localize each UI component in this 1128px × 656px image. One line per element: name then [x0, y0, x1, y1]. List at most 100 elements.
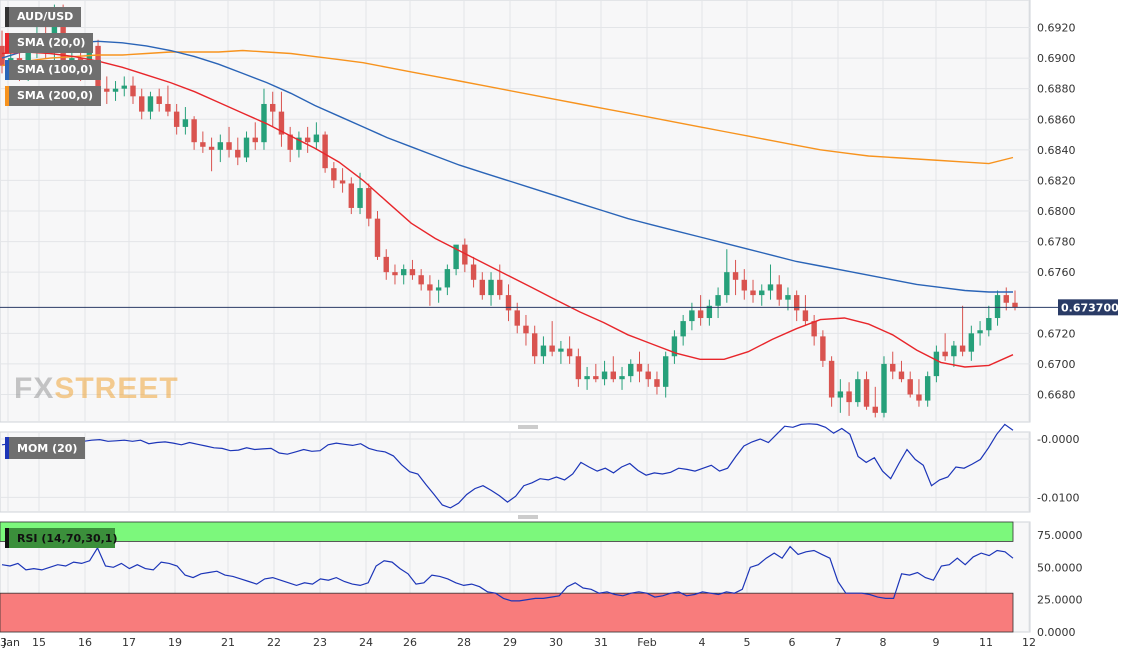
candle-body [51, 12, 58, 51]
x-tick-label: 22 [267, 636, 281, 649]
y-tick-label: 0.6920 [1037, 22, 1076, 35]
candle-body [462, 244, 468, 265]
candle-body [741, 279, 747, 291]
candle-body [593, 376, 599, 380]
candle-body [994, 295, 1001, 319]
y-tick-label: 75.0000 [1037, 529, 1083, 542]
y-tick-label: 50.0000 [1037, 561, 1083, 574]
x-tick-label: Jan [2, 636, 20, 649]
x-tick-label: Feb [637, 636, 656, 649]
x-tick-label: 7 [835, 636, 842, 649]
candle-body [724, 272, 730, 296]
candle-body [732, 272, 739, 280]
x-tick-label: 5 [744, 636, 751, 649]
y-tick-label: 0.6700 [1037, 358, 1076, 371]
x-tick-label: 23 [313, 636, 327, 649]
y-tick-label: 0.6680 [1037, 388, 1076, 401]
x-tick-label: 21 [221, 636, 235, 649]
candle-body [855, 379, 861, 403]
candle-body [890, 363, 896, 372]
candle-body [636, 363, 643, 372]
candle-body [697, 310, 704, 319]
candle-body [645, 371, 651, 380]
candle-body [986, 318, 992, 331]
y-tick-label: -0.0000 [1037, 433, 1079, 446]
candle-body [173, 111, 180, 127]
current-price-label: 0.673700 [1061, 301, 1119, 314]
current-price-tag [1058, 299, 1118, 316]
candle-body [863, 379, 870, 407]
candle-body [25, 42, 31, 74]
x-tick-label: 8 [880, 636, 887, 649]
candle-body [689, 310, 695, 322]
candle-body [767, 284, 774, 291]
candle-body [497, 279, 503, 296]
x-tick-label: 29 [503, 636, 517, 649]
candle-body [112, 88, 119, 92]
x-tick-label: 16 [78, 636, 92, 649]
y-tick-label: 0.6900 [1037, 52, 1076, 65]
candle-body [680, 321, 686, 337]
candle-body [505, 295, 512, 311]
x-tick-label: 17 [122, 636, 136, 649]
candle-body [785, 295, 791, 300]
candle-body [820, 336, 826, 361]
candle-body [706, 305, 713, 319]
y-tick-label: 0.6780 [1037, 236, 1076, 249]
candle-body [776, 284, 782, 300]
candle-body [339, 180, 346, 184]
y-tick-label: 0.6840 [1037, 144, 1076, 157]
candle-body [811, 321, 817, 337]
x-tick-label: 4 [699, 636, 706, 649]
watermark-street: STREET [54, 372, 179, 405]
candle-body [374, 218, 381, 257]
legend-sma200: SMA (200,0) [5, 86, 102, 106]
x-tick-label: 11 [979, 636, 993, 649]
candle-body [872, 406, 878, 413]
rsi-title-bg [5, 528, 115, 548]
candle-body [427, 284, 433, 291]
momentum-title: MOM (20) [17, 442, 77, 455]
candle-body [531, 333, 538, 357]
sma200-line [1, 49, 1014, 165]
candle-body [304, 137, 311, 143]
sma20-line [1, 51, 1014, 368]
y-tick-label: 0.6860 [1037, 113, 1076, 126]
watermark: FXSTREET [14, 372, 179, 406]
y-tick-label: 0.6760 [1037, 266, 1076, 279]
x-tick-label: 9 [933, 636, 940, 649]
candle-body [400, 269, 407, 276]
overbought-zone [0, 521, 1014, 542]
candle-body [235, 149, 241, 158]
y-tick-label: -0.0100 [1037, 491, 1079, 504]
candle-body [156, 96, 162, 104]
legend-sma100: SMA (100,0) [5, 60, 102, 80]
x-tick-label: 19 [168, 636, 182, 649]
candle-body [217, 142, 224, 150]
candle-body [252, 137, 258, 143]
x-tick-label: 31 [594, 636, 608, 649]
candle-body [366, 188, 372, 219]
candle-body [0, 45, 5, 66]
y-tick-label: 0.6800 [1037, 205, 1076, 218]
candle-body [916, 394, 922, 401]
candle-body [523, 325, 529, 334]
candle-body [409, 269, 416, 276]
candle-body [558, 348, 564, 352]
candle-body [977, 330, 983, 334]
candle-body [270, 103, 276, 112]
candle-body [750, 290, 756, 296]
candle-body [566, 348, 573, 357]
candle-body [488, 279, 494, 296]
y-tick-label: 25.0000 [1037, 594, 1083, 607]
candle-body [540, 345, 547, 357]
candle-body [1003, 295, 1009, 303]
y-tick-label: 0.6880 [1037, 83, 1076, 96]
candle-body [470, 264, 477, 280]
candle-body [802, 310, 809, 322]
candle-body [584, 376, 590, 380]
legend-sma20: SMA (20,0) [5, 33, 94, 53]
candle-body [601, 371, 608, 380]
candle-body [1012, 302, 1018, 308]
candle-body [759, 290, 765, 296]
